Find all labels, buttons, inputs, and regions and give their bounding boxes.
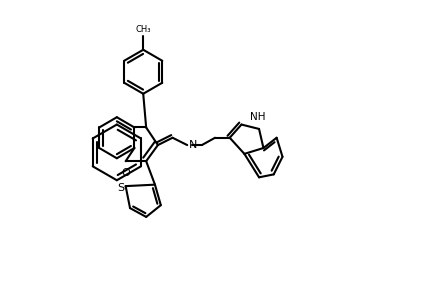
- Text: O: O: [121, 168, 130, 178]
- Text: NH: NH: [250, 112, 266, 122]
- Text: N: N: [189, 140, 197, 150]
- Text: CH₃: CH₃: [136, 25, 151, 34]
- Text: S: S: [118, 183, 125, 193]
